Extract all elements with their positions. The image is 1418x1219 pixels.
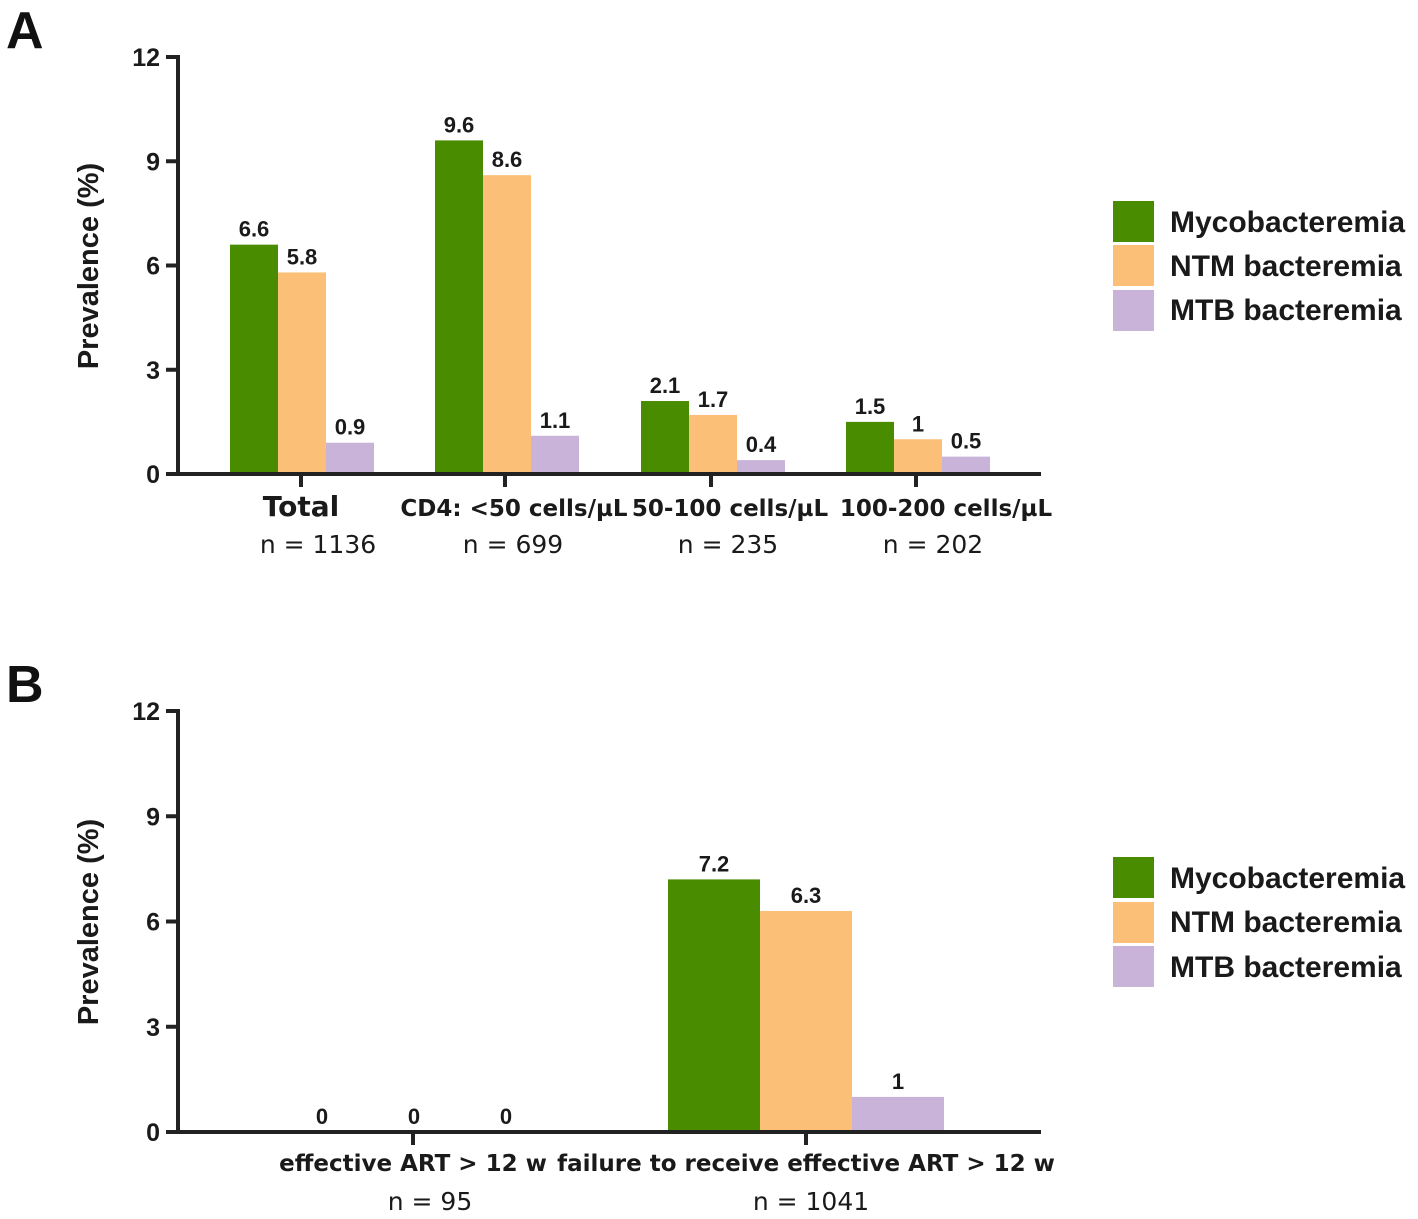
legend-label-mtb: MTB bacteremia: [1170, 294, 1402, 327]
panel-a-value-label-ntm-3: 1: [912, 411, 924, 436]
panel-a-value-label-mtb-2: 0.4: [746, 432, 777, 457]
panel-b-value-label-mycobacteremia-1: 7.2: [699, 851, 730, 876]
panel-b-letter: B: [6, 656, 44, 714]
panel-a-y-tick-label: 12: [132, 44, 160, 72]
panel-b-bar-mtb-1: [852, 1096, 944, 1132]
panel-a-bar-ntm-1: [483, 175, 531, 474]
panel-a-category-100-200-n: n = 202: [883, 530, 983, 559]
panel-a-category-cd4-lt50-n: n = 699: [463, 530, 563, 559]
panel-a: A Prevalence (%) 6.69.62.11.55.88.61.710…: [6, 2, 1405, 559]
panel-a-y-tick-label: 0: [146, 461, 160, 489]
panel-a-value-label-ntm-0: 5.8: [287, 244, 318, 269]
panel-a-bar-ntm-2: [689, 414, 737, 474]
legend-swatch-ntm: [1113, 245, 1154, 286]
panel-a-bar-mtb-3: [942, 456, 990, 474]
panel-a-value-label-mtb-1: 1.1: [540, 408, 571, 433]
panel-b-axes: 0 3 6 9 12: [132, 698, 1041, 1147]
legend-swatch-ntm: [1113, 902, 1154, 943]
panel-a-category-total-n: n = 1136: [260, 530, 376, 559]
panel-a-letter: A: [6, 2, 44, 60]
panel-b-y-tick-label: 0: [146, 1119, 160, 1147]
panel-a-value-label-mycobacteremia-3: 1.5: [855, 394, 886, 419]
panel-b-value-label-mycobacteremia-0: 0: [316, 1104, 328, 1129]
panel-a-category-total: Total: [263, 490, 340, 523]
panel-a-value-label-mycobacteremia-1: 9.6: [444, 112, 475, 137]
legend-swatch-mycobacteremia: [1113, 201, 1154, 242]
panel-a-bar-mtb-0: [326, 442, 374, 474]
panel-b-category-effective-art: effective ART > 12 w: [279, 1151, 547, 1177]
panel-b-category-effective-art-n: n = 95: [388, 1187, 473, 1216]
legend-swatch-mycobacteremia: [1113, 857, 1154, 898]
legend-label-ntm: NTM bacteremia: [1170, 906, 1402, 939]
panel-a-y-axis-label: Prevalence (%): [73, 163, 105, 369]
panel-b-bar-ntm-1: [760, 910, 852, 1132]
panel-b-bar-mycobacteremia-1: [668, 879, 760, 1132]
legend-swatch-mtb: [1113, 290, 1154, 331]
panel-a-value-label-mtb-0: 0.9: [335, 415, 366, 440]
legend-label-mycobacteremia: Mycobacteremia: [1170, 862, 1405, 895]
legend-swatch-mtb: [1113, 946, 1154, 987]
panel-b-value-label-mtb-1: 1: [892, 1069, 904, 1094]
panel-b-category-failure-art-n: n = 1041: [753, 1187, 869, 1216]
panel-a-value-label-mycobacteremia-0: 6.6: [239, 217, 270, 242]
panel-a-category-50-100-n: n = 235: [678, 530, 778, 559]
panel-a-legend: Mycobacteremia NTM bacteremia MTB bacter…: [1113, 201, 1405, 331]
panel-a-bar-mycobacteremia-0: [230, 244, 278, 474]
panel-b-bars: 0 7.2 0 6.3 0 1: [316, 851, 944, 1132]
panel-b-category-failure-art: failure to receive effective ART > 12 w: [557, 1151, 1055, 1177]
panel-a-bar-mycobacteremia-3: [846, 421, 894, 474]
panel-a-value-label-mtb-3: 0.5: [951, 429, 982, 454]
panel-a-bar-ntm-0: [278, 272, 326, 474]
panel-b: B Prevalence (%) 0 7.2 0 6.3 0 1 0 3 6 9 12 effec…: [6, 656, 1405, 1216]
panel-a-category-50-100: 50-100 cells/µL: [632, 496, 829, 522]
panel-a-value-label-ntm-1: 8.6: [492, 147, 523, 172]
panel-b-y-tick-label: 12: [132, 698, 160, 726]
panel-a-axes: 0 3 6 9 12: [132, 44, 1041, 489]
legend-label-ntm: NTM bacteremia: [1170, 250, 1402, 283]
panel-b-value-label-mtb-0: 0: [500, 1104, 512, 1129]
panel-a-bar-ntm-3: [894, 439, 942, 474]
panel-a-y-tick-label: 9: [146, 148, 160, 176]
panel-a-bar-mtb-2: [737, 460, 785, 474]
panel-a-y-tick-label: 6: [146, 253, 160, 281]
panel-b-y-axis-label: Prevalence (%): [73, 819, 105, 1025]
panel-b-value-label-ntm-1: 6.3: [791, 883, 822, 908]
panel-b-y-tick-label: 6: [146, 909, 160, 937]
panel-a-bar-mycobacteremia-1: [435, 140, 483, 474]
legend-label-mycobacteremia: Mycobacteremia: [1170, 206, 1405, 239]
panel-b-y-tick-label: 9: [146, 803, 160, 831]
panel-a-category-100-200: 100-200 cells/µL: [840, 496, 1053, 522]
panel-a-bar-mycobacteremia-2: [641, 401, 689, 474]
panel-a-bar-mtb-1: [531, 435, 579, 474]
panel-a-value-label-mycobacteremia-2: 2.1: [650, 373, 681, 398]
panel-a-category-cd4-lt50: CD4: <50 cells/µL: [400, 496, 627, 522]
panel-a-y-tick-label: 3: [146, 357, 160, 385]
panel-a-bars: 6.6 9.6 2.1 1.5 5.8 8.6 1.7 1 0.9 1.1 0.4 0.5: [230, 112, 990, 474]
panel-a-value-label-ntm-2: 1.7: [698, 387, 729, 412]
panel-b-value-label-ntm-0: 0: [408, 1104, 420, 1129]
panel-b-legend: Mycobacteremia NTM bacteremia MTB bacter…: [1113, 857, 1405, 987]
legend-label-mtb: MTB bacteremia: [1170, 951, 1402, 984]
panel-b-y-tick-label: 3: [146, 1014, 160, 1042]
